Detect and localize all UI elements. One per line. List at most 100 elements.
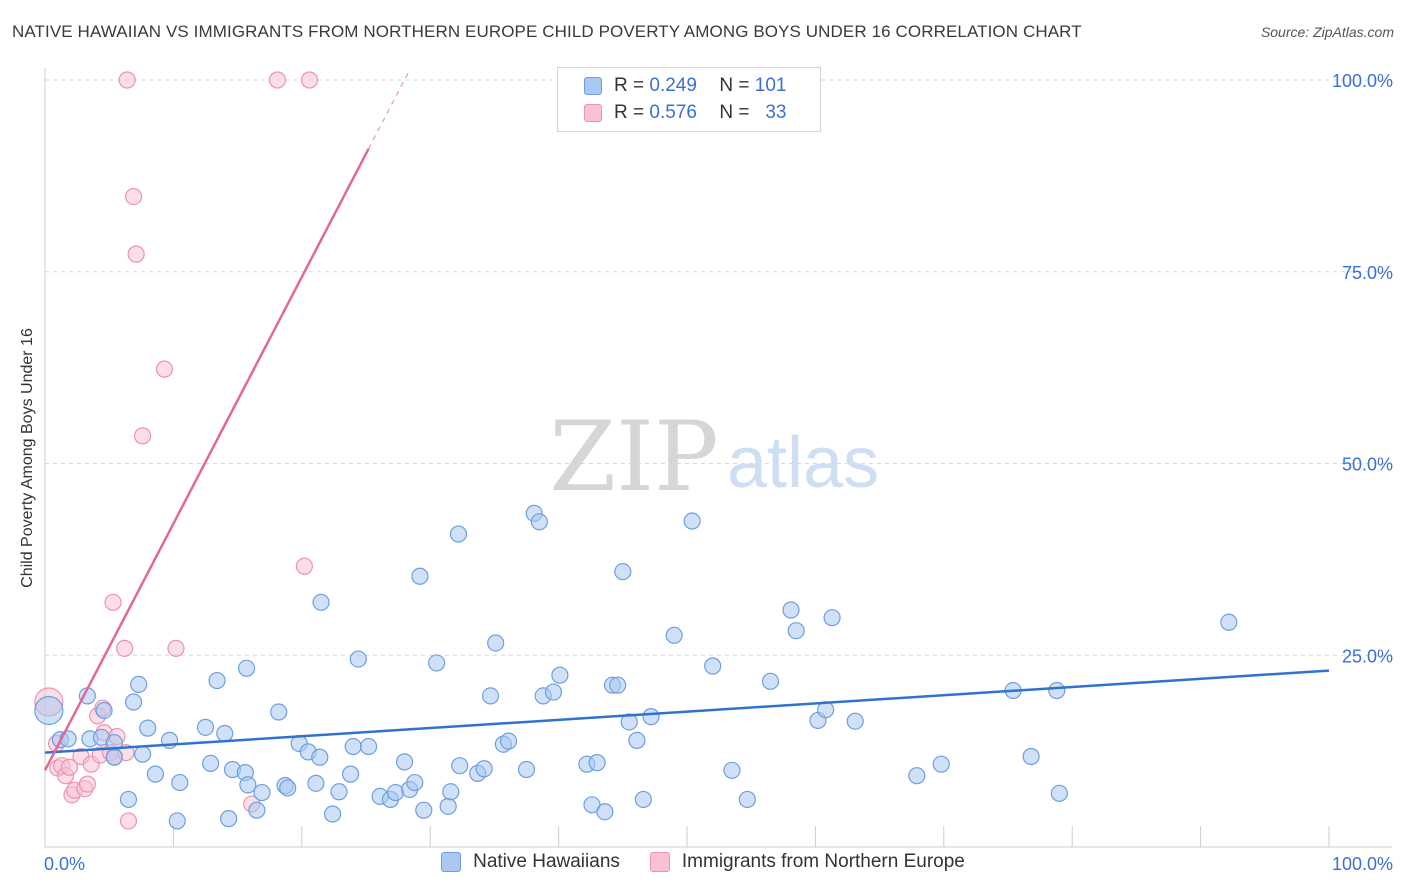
data-point: [239, 776, 257, 794]
legend-label: Native Hawaiians: [473, 851, 620, 872]
data-point: [155, 360, 174, 378]
data-point: [782, 601, 800, 619]
legend-label: Immigrants from Northern Europe: [681, 851, 965, 872]
data-point: [761, 672, 780, 690]
data-point: [300, 71, 319, 89]
data-point: [442, 783, 460, 801]
data-point: [683, 512, 701, 530]
data-point: [517, 760, 536, 779]
legend-item-immigrants-northern-europe[interactable]: Immigrants from Northern Europe: [649, 851, 965, 873]
data-point: [220, 810, 238, 828]
y-tick-labels: 25.0% 50.0% 75.0% 100.0%: [1332, 71, 1393, 666]
x-tick-label: 0.0%: [44, 854, 85, 874]
watermark-atlas: atlas: [727, 423, 879, 503]
data-point: [723, 761, 741, 779]
data-point: [307, 774, 325, 792]
legend-row-pink: R = 0.576 N = 33: [584, 100, 786, 126]
data-point: [1050, 784, 1068, 802]
n-label: N =: [719, 75, 750, 96]
data-point: [196, 718, 215, 736]
y-tick-label: 25.0%: [1342, 646, 1393, 666]
data-point: [295, 557, 313, 575]
data-point: [133, 427, 152, 445]
data-point: [311, 748, 329, 766]
data-point: [642, 708, 660, 726]
data-point: [124, 187, 143, 206]
r-label: R =: [614, 75, 645, 96]
data-point: [133, 745, 152, 763]
data-point: [386, 783, 405, 802]
data-point: [344, 737, 362, 756]
legend-item-native-hawaiians[interactable]: Native Hawaiians: [441, 851, 620, 873]
data-point: [349, 650, 367, 668]
data-point: [411, 567, 429, 585]
data-point: [202, 754, 220, 772]
data-point: [449, 525, 468, 543]
n-value-pink: 33: [765, 102, 787, 123]
trend-lines: [43, 72, 1330, 771]
data-point: [130, 675, 148, 693]
data-point: [908, 767, 926, 785]
data-point: [116, 639, 134, 657]
data-point: [544, 683, 563, 701]
data-point: [530, 513, 548, 531]
data-point: [119, 812, 138, 830]
blue-swatch: [584, 77, 602, 95]
data-point: [95, 701, 113, 720]
data-point: [324, 805, 342, 823]
blue-swatch: [441, 852, 462, 872]
blue-series-points: [34, 504, 1238, 830]
pink-swatch: [584, 104, 602, 122]
data-point: [139, 719, 157, 737]
data-point: [787, 622, 805, 640]
data-point: [628, 731, 646, 749]
data-point: [451, 757, 469, 775]
source-label: Source: ZipAtlas.com: [1260, 24, 1394, 40]
y-tick-label: 50.0%: [1342, 455, 1393, 475]
data-point: [823, 609, 841, 627]
data-point: [487, 634, 505, 652]
data-point: [146, 765, 165, 783]
data-point: [634, 790, 652, 809]
data-point: [738, 790, 756, 809]
data-point: [588, 754, 606, 772]
correlation-legend: R = 0.249 N = 101 R = 0.576 N = 33: [557, 67, 821, 132]
r-value-pink: 0.576: [649, 102, 697, 123]
data-point: [614, 563, 632, 581]
data-point: [406, 773, 424, 792]
x-tick-label: 100.0%: [1332, 854, 1393, 874]
data-point: [237, 659, 256, 677]
data-point: [846, 712, 864, 730]
data-point: [475, 760, 493, 778]
chart-title: NATIVE HAWAIIAN VS IMMIGRANTS FROM NORTH…: [12, 22, 1082, 41]
data-point: [665, 626, 683, 644]
data-point: [312, 593, 330, 611]
n-value-blue: 101: [754, 75, 787, 96]
data-point: [171, 773, 189, 792]
data-point: [105, 748, 123, 766]
data-point: [216, 724, 234, 743]
data-point: [208, 671, 226, 690]
data-point: [596, 803, 614, 821]
data-point: [34, 695, 64, 726]
data-point: [428, 654, 446, 672]
data-point: [1220, 613, 1238, 631]
data-point: [124, 693, 143, 711]
trend-line-pink: [43, 148, 370, 771]
data-point: [932, 755, 950, 773]
r-value-blue: 0.249: [649, 75, 697, 96]
data-point: [78, 775, 96, 793]
data-point: [1048, 681, 1066, 700]
data-point: [359, 737, 378, 756]
data-point: [168, 812, 186, 830]
data-point: [127, 245, 145, 263]
data-point: [104, 593, 122, 611]
data-point: [609, 676, 627, 694]
data-point: [620, 713, 638, 731]
series-legend: Native Hawaiians Immigrants from Norther…: [0, 851, 1406, 873]
data-point: [60, 758, 78, 776]
n-label: N =: [719, 102, 750, 123]
data-point: [551, 666, 569, 684]
data-point: [341, 765, 360, 783]
